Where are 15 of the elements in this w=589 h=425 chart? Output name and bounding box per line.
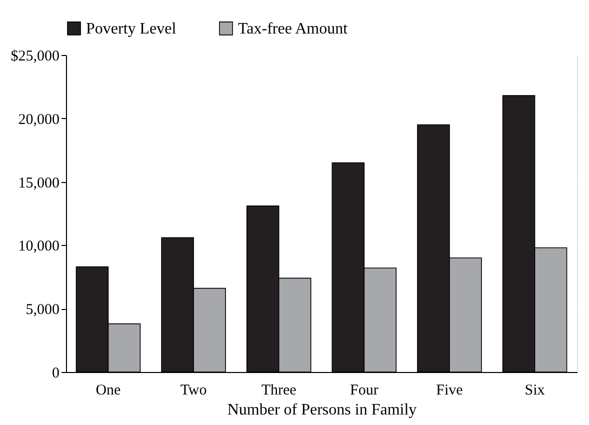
x-tick-label: Four (350, 382, 378, 398)
x-axis-title: Number of Persons in Family (227, 402, 417, 418)
x-tick-label: One (96, 382, 122, 398)
x-tick-label: Five (436, 382, 464, 398)
x-tick-label: Three (261, 382, 297, 398)
legend-label: Poverty Level (86, 20, 177, 38)
y-tick-label: $25,000 (10, 48, 60, 64)
y-tick-label: 0 (52, 366, 60, 382)
x-tick-label: Six (524, 382, 546, 398)
y-tick-label: 10,000 (18, 238, 60, 255)
x-tick-label: Two (180, 382, 207, 398)
y-tick-label: 5,000 (26, 302, 60, 318)
legend-label: Tax-free Amount (238, 20, 348, 38)
y-tick-label: 15,000 (18, 175, 60, 192)
y-tick-label: 20,000 (18, 112, 60, 128)
